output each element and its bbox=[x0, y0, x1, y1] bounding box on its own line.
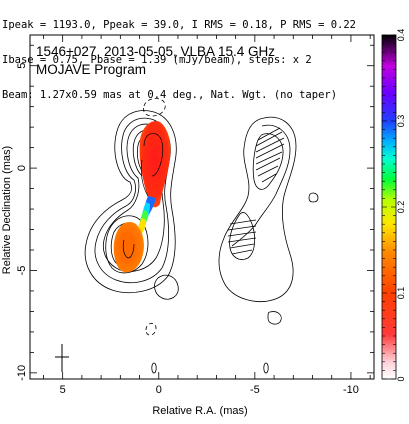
colorbar-tick-label: 0.1 bbox=[396, 287, 406, 300]
x-axis-label: Relative R.A. (mas) bbox=[152, 405, 247, 417]
axis-tick-labels: 5 0 -5 -10 5 0 -5 -10 bbox=[16, 63, 359, 396]
polarization-color-map bbox=[113, 120, 171, 273]
colorbar-tick-label: 0.2 bbox=[396, 201, 406, 214]
polarization-contours bbox=[218, 116, 319, 374]
intensity-contours bbox=[84, 110, 179, 374]
x-tick-label: -10 bbox=[343, 384, 359, 396]
x-tick-label: -5 bbox=[250, 384, 260, 396]
plot-header: Ipeak = 1193.0, Ppeak = 39.0, I RMS = 0.… bbox=[2, 0, 407, 113]
colorbar-tick-label: 0.4 bbox=[396, 29, 406, 42]
core-contours-overlay bbox=[122, 133, 164, 259]
colorbar-labels: 0 0.1 0.2 0.3 0.4 bbox=[396, 29, 406, 382]
y-axis-label: Relative Declination (mas) bbox=[1, 146, 13, 274]
y-tick-label: -10 bbox=[16, 365, 28, 381]
x-tick-label: 0 bbox=[156, 384, 162, 396]
beam-marker bbox=[55, 344, 69, 372]
negative-contours bbox=[143, 98, 166, 336]
header-line-peaks: Ipeak = 1193.0, Ppeak = 39.0, I RMS = 0.… bbox=[2, 19, 357, 32]
colorbar-ticks bbox=[382, 34, 396, 380]
header-line-base: Ibase = 0.75, Pbase = 1.39 (mJy/beam), s… bbox=[2, 53, 312, 66]
plot-frame bbox=[29, 34, 375, 380]
y-tick-label: 5 bbox=[16, 63, 28, 69]
colorbar-tick-label: 0 bbox=[396, 376, 406, 381]
plot-title-line1: 1546+027, 2013-05-05, VLBA 15.4 GHz bbox=[36, 44, 275, 59]
y-tick-label: 0 bbox=[16, 165, 28, 171]
axis-ticks bbox=[30, 35, 374, 379]
x-tick-label: 5 bbox=[60, 384, 66, 396]
header-line-beam: Beam: 1.27x0.59 mas at 0.4 deg., Nat. Wg… bbox=[2, 88, 338, 101]
colorbar-tick-label: 0.3 bbox=[396, 115, 406, 128]
plot-title-line2: MOJAVE Program bbox=[36, 62, 146, 77]
evpa-ticks bbox=[227, 127, 285, 255]
y-tick-label: -5 bbox=[16, 266, 28, 276]
